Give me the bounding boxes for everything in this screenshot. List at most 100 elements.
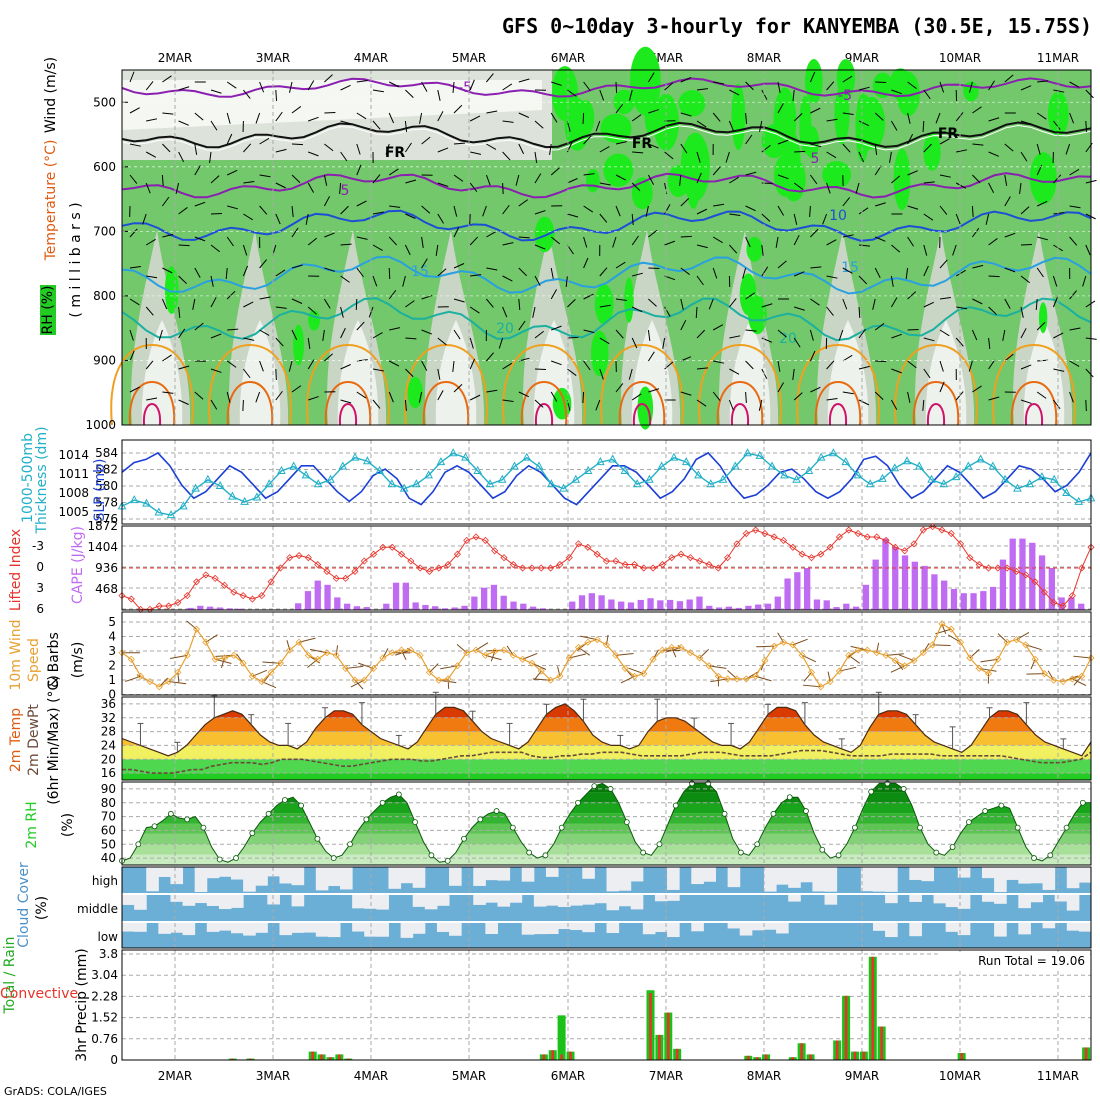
panel-frame (121, 69, 1092, 426)
wind-barb (826, 182, 831, 194)
wind-speed-point (798, 651, 806, 659)
rh-point (575, 799, 581, 806)
thickness-point (546, 479, 556, 488)
thickness-point (718, 474, 728, 483)
li-point (891, 543, 899, 551)
wind-barb (809, 71, 816, 83)
li-point (248, 595, 257, 603)
wind-barb (243, 213, 253, 221)
rh-tick-label: 40 (101, 851, 116, 865)
cloud-gap (691, 867, 704, 885)
wind-barb (178, 86, 190, 91)
wind-barb (194, 201, 206, 207)
rh-point (281, 797, 288, 803)
wind-barb (955, 182, 967, 189)
isotherm-label: -5 (838, 88, 852, 104)
wind-speed-point (397, 646, 406, 654)
li-point (481, 536, 489, 544)
wind-barb (905, 267, 909, 279)
wind-barb (145, 81, 154, 91)
wind-barb (162, 233, 174, 238)
cape-bar (989, 586, 997, 610)
wind-barb (761, 337, 773, 343)
wind-barb (777, 329, 787, 338)
rh-band (122, 823, 1091, 834)
precip-convective-bar (800, 1043, 803, 1060)
wind-barb (809, 329, 814, 341)
cape-bar (647, 598, 654, 610)
wind-barb (745, 236, 751, 248)
wind-barb (437, 89, 441, 101)
wind-barb (1069, 290, 1077, 300)
wind-barb (452, 360, 455, 372)
wind-barb (631, 337, 638, 349)
wind-barb (437, 390, 444, 401)
precip-convective-bar (649, 993, 652, 1060)
cloud-gap (170, 895, 184, 902)
wind-barb (437, 368, 441, 380)
rh-point (1047, 852, 1054, 859)
cape-bar (941, 580, 948, 610)
li-point (612, 557, 620, 565)
isotherm-30 (912, 380, 960, 426)
wind-barb (498, 337, 504, 349)
wind-barb (680, 77, 692, 83)
temp-series-line (121, 703, 1092, 757)
wind-barb (1069, 112, 1075, 124)
wind-barb (178, 244, 190, 247)
wind-barb (874, 391, 884, 400)
wind-barb (469, 115, 481, 122)
precip-convective-bar (746, 1055, 750, 1060)
wind-speed-point (416, 651, 424, 659)
wind-barb (502, 83, 513, 91)
cloud-gap (630, 895, 644, 910)
wind-barb-10m (220, 657, 225, 668)
wind-barb (826, 360, 835, 370)
wind-barb (874, 112, 884, 121)
cloud-gap (1006, 867, 1019, 880)
isotherm-30 (716, 380, 764, 426)
wind-speed-point (388, 649, 396, 657)
cloud-gap (291, 895, 305, 907)
wind-barb (758, 399, 763, 411)
wind-speed-point (649, 655, 657, 663)
cloud-gap (606, 923, 620, 933)
rh-point (835, 852, 842, 859)
thickness-point (264, 479, 274, 488)
wind-barb (372, 244, 383, 251)
li-point (882, 536, 890, 544)
precip-convective-bar (871, 956, 875, 1060)
wind-barb (405, 368, 414, 378)
wind-barb (583, 173, 595, 176)
wind-barb (226, 112, 231, 124)
wind-barb (356, 143, 361, 155)
wind-tick-label: 5 (108, 615, 116, 629)
wind-barb (1082, 275, 1087, 287)
li-point (677, 550, 685, 558)
cloud-gap (122, 923, 135, 932)
rh-point (851, 824, 858, 831)
temp-tick-label: 36 (101, 697, 116, 711)
thickness-point (657, 461, 667, 470)
wind-barb (162, 75, 172, 83)
wind-barb (243, 301, 254, 308)
wind-speed-point (984, 670, 993, 678)
cloud-gap (558, 923, 571, 930)
rh-point (461, 835, 467, 842)
wind-barb (972, 264, 984, 269)
wind-speed-point (714, 672, 722, 680)
wind-barb (745, 171, 757, 176)
cloud-gap (291, 923, 305, 933)
cape-bar (892, 547, 899, 610)
wind-barb (453, 384, 463, 393)
precip-convective-bar (346, 1058, 350, 1060)
wind-barb (1019, 182, 1022, 194)
cloud-gap (243, 867, 256, 892)
cloud-gap (691, 923, 704, 932)
rh-point (412, 819, 419, 826)
wind-barb (502, 204, 510, 215)
wind-barb (793, 113, 803, 122)
wind-barb (680, 235, 692, 238)
wind-barb (599, 213, 608, 223)
